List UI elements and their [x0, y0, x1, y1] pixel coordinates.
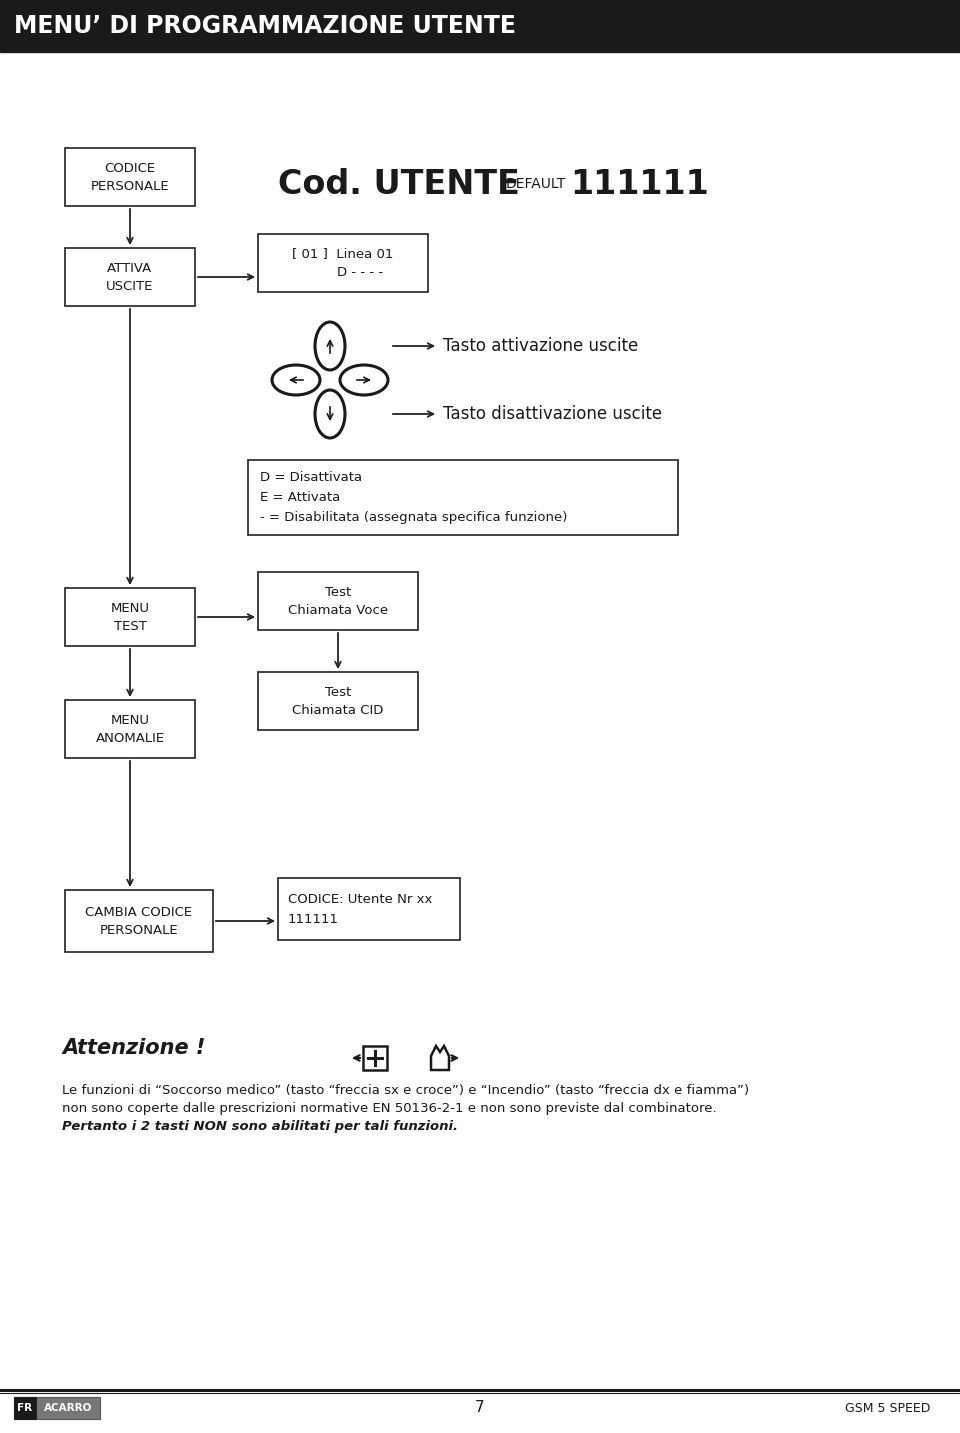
- Ellipse shape: [315, 322, 345, 370]
- FancyBboxPatch shape: [14, 1397, 100, 1419]
- FancyBboxPatch shape: [363, 1046, 387, 1070]
- Text: MENU’ DI PROGRAMMAZIONE UTENTE: MENU’ DI PROGRAMMAZIONE UTENTE: [14, 14, 516, 39]
- Ellipse shape: [315, 390, 345, 438]
- FancyBboxPatch shape: [65, 248, 195, 307]
- Text: CODICE
PERSONALE: CODICE PERSONALE: [90, 162, 169, 192]
- Text: MENU
TEST: MENU TEST: [110, 602, 150, 632]
- Text: D = Disattivata
E = Attivata
- = Disabilitata (assegnata specifica funzione): D = Disattivata E = Attivata - = Disabil…: [260, 471, 567, 524]
- Text: Attenzione !: Attenzione !: [62, 1037, 205, 1058]
- Text: MENU
ANOMALIE: MENU ANOMALIE: [95, 714, 164, 745]
- Ellipse shape: [340, 365, 388, 396]
- Text: CODICE: Utente Nr xx
111111: CODICE: Utente Nr xx 111111: [288, 893, 432, 926]
- Text: Test
Chiamata Voce: Test Chiamata Voce: [288, 586, 388, 616]
- Text: Le funzioni di “Soccorso medico” (tasto “freccia sx e croce”) e “Incendio” (tast: Le funzioni di “Soccorso medico” (tasto …: [62, 1083, 749, 1098]
- FancyBboxPatch shape: [258, 672, 418, 729]
- Polygon shape: [431, 1046, 449, 1070]
- Text: Pertanto i 2 tasti NON sono abilitati per tali funzioni.: Pertanto i 2 tasti NON sono abilitati pe…: [62, 1121, 458, 1134]
- Text: [ 01 ]  Linea 01
        D - - - -: [ 01 ] Linea 01 D - - - -: [292, 248, 394, 278]
- FancyBboxPatch shape: [65, 699, 195, 758]
- Text: Cod. UTENTE: Cod. UTENTE: [278, 168, 520, 201]
- FancyBboxPatch shape: [248, 460, 678, 535]
- Ellipse shape: [272, 365, 320, 396]
- Text: CAMBIA CODICE
PERSONALE: CAMBIA CODICE PERSONALE: [85, 906, 193, 937]
- Text: 7: 7: [475, 1400, 485, 1416]
- Text: FR: FR: [17, 1403, 33, 1413]
- Text: Tasto attivazione uscite: Tasto attivazione uscite: [443, 337, 638, 355]
- FancyBboxPatch shape: [65, 890, 213, 952]
- Text: Test
Chiamata CID: Test Chiamata CID: [292, 685, 384, 716]
- Text: GSM 5 SPEED: GSM 5 SPEED: [845, 1401, 930, 1414]
- Text: ATTIVA
USCITE: ATTIVA USCITE: [107, 261, 154, 292]
- Text: Tasto disattivazione uscite: Tasto disattivazione uscite: [443, 406, 662, 423]
- FancyBboxPatch shape: [14, 1397, 36, 1419]
- Text: DEFAULT: DEFAULT: [506, 178, 566, 191]
- FancyBboxPatch shape: [65, 588, 195, 646]
- Text: ACARRO: ACARRO: [44, 1403, 92, 1413]
- FancyBboxPatch shape: [258, 572, 418, 631]
- FancyBboxPatch shape: [65, 148, 195, 206]
- Text: non sono coperte dalle prescrizioni normative EN 50136-2-1 e non sono previste d: non sono coperte dalle prescrizioni norm…: [62, 1102, 716, 1115]
- FancyBboxPatch shape: [258, 234, 428, 292]
- Bar: [0, 0, 960, 52]
- FancyBboxPatch shape: [278, 878, 460, 940]
- Text: 111111: 111111: [570, 168, 708, 201]
